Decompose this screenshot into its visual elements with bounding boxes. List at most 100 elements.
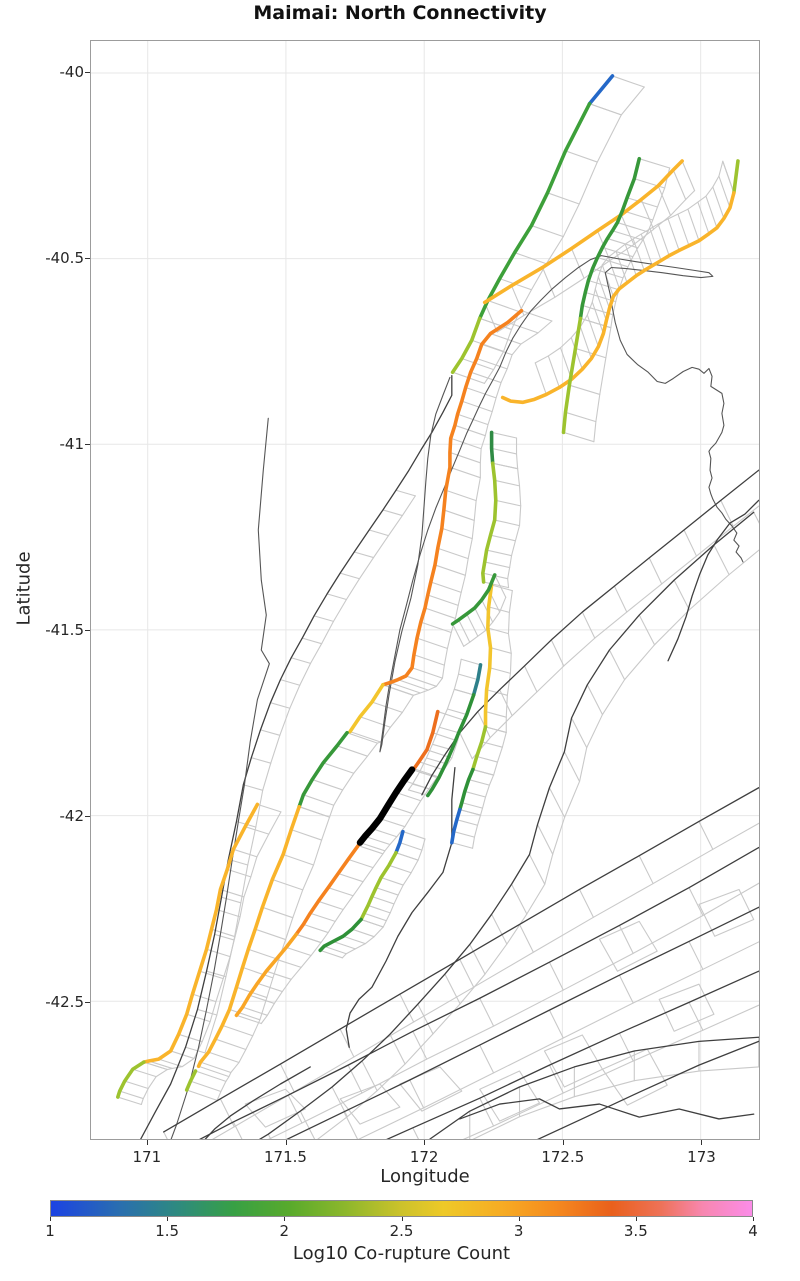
gray-fault-rung [232,848,258,858]
gray-fault-rung [302,794,335,806]
gray-fault-rung [499,689,513,717]
gray-fault-rung [688,940,704,970]
tick-mark [285,1140,287,1145]
teal-green-fault-segment [471,663,483,697]
gray-fault-rung [232,1121,243,1139]
gray-fault-rung [491,431,518,439]
gray-fault-rung [397,679,429,691]
gray-fault-rung [479,1097,495,1127]
gray-fault-rung [241,1006,268,1016]
gray-fault-rung [465,386,497,399]
gray-fault-rung [395,791,422,802]
gray-fault-rung [452,623,465,647]
gray-fault-rung [241,966,274,979]
gray-fault-rung [571,717,588,749]
gray-fault-rung [337,872,364,883]
gray-fault-rung [413,654,445,666]
gray-fault-rung [444,973,461,1005]
gray-fault-rung [487,627,509,635]
gray-fault-rung [124,1080,149,1090]
mid-green-fault-segment [561,316,583,435]
gray-fault-sections [268,882,759,1139]
tick-mark [85,443,90,445]
tick-mark [85,629,90,631]
mid-amber-fault-segment [482,159,684,305]
gray-fault-rung [359,842,386,852]
gray-fault-rung [199,970,224,980]
tick-mark [753,1217,754,1221]
gray-fault-rung [279,679,301,686]
gray-fault-rung [520,310,553,322]
gray-fault-rung [302,923,329,934]
gray-fault-rung [327,887,354,897]
gray-fault-sections [472,590,513,849]
map-plot [90,40,760,1140]
gray-fault-rung [313,615,335,622]
colorbar-tick-label: 1.5 [155,1222,180,1240]
gray-fault-rung [298,806,331,818]
gray-fault-rung [191,993,217,1003]
gray-fault-rung [484,561,511,569]
gray-fault-rung [546,192,580,205]
maimai-highlight-fault-highlight [356,766,416,846]
se-fault-d5 [386,970,759,1139]
gray-fault-rung [479,1044,495,1074]
se-fault-d3 [199,846,759,1139]
gray-fault-rung [382,509,403,517]
gray-fault-polygon [244,1088,306,1128]
gray-fault-rung [220,896,242,904]
gray-fault-rung [437,547,469,560]
gray-fault-rung [562,431,595,443]
tick-mark [562,1140,564,1145]
gray-fault-rung [657,185,672,217]
gray-fault-rung [616,222,649,233]
gray-fault-rung [476,357,508,370]
gray-fault-rung [339,572,361,580]
gray-fault-rung [548,1064,564,1094]
gray-fault-rung [688,1001,704,1031]
gray-fault-rung [486,549,513,557]
gray-fault-rung [547,355,560,389]
gray-fault-rung [420,621,452,634]
gray-fault-rung [563,751,581,783]
gray-fault-polygon [399,1066,463,1112]
gray-fault-sections [471,505,759,760]
gray-fault-rung [713,544,730,576]
gray-fault-rung [579,326,592,360]
gray-fault-rung [387,804,414,815]
y-tick-label: -42 [59,806,85,825]
gray-fault-rung [753,511,759,524]
gray-fault-rung [489,333,522,345]
colorbar [50,1200,753,1217]
tick-mark [284,1217,286,1221]
se-fault-a [258,511,755,1139]
gray-fault-rung [349,731,382,743]
gray-fault-rung [299,1110,316,1139]
gray-fault-rung [667,218,680,251]
gray-fault-rung [464,790,487,798]
gray-fault-rung [425,757,447,765]
gray-fault-rung [514,252,547,265]
gray-fault-rung [256,982,283,993]
y-tick-label: -42.5 [45,992,84,1011]
gray-fault-rung [411,783,433,791]
colorbar-tick-label: 3.5 [623,1222,648,1240]
gray-fault-rung [494,574,507,598]
gray-fault-rung [163,1131,168,1139]
gray-fault-rung [295,933,322,944]
gray-fault-rung [451,842,474,849]
gray-fault-rung [466,613,479,637]
gray-fault-rung [290,657,312,664]
gray-fault-rung [564,150,598,163]
gray-fault-rung [481,343,513,356]
gray-fault-rung [461,400,493,413]
gray-fault-rung [364,835,391,846]
gray-fault-rung [548,1009,564,1039]
tick-mark [85,815,90,817]
coast-mid-west [379,376,451,753]
gray-fault-rung [282,853,315,866]
gray-fault-rung [492,462,519,470]
gray-fault-rung [395,852,419,861]
gray-fault-rung [445,489,477,502]
gray-fault-sections [463,596,507,647]
